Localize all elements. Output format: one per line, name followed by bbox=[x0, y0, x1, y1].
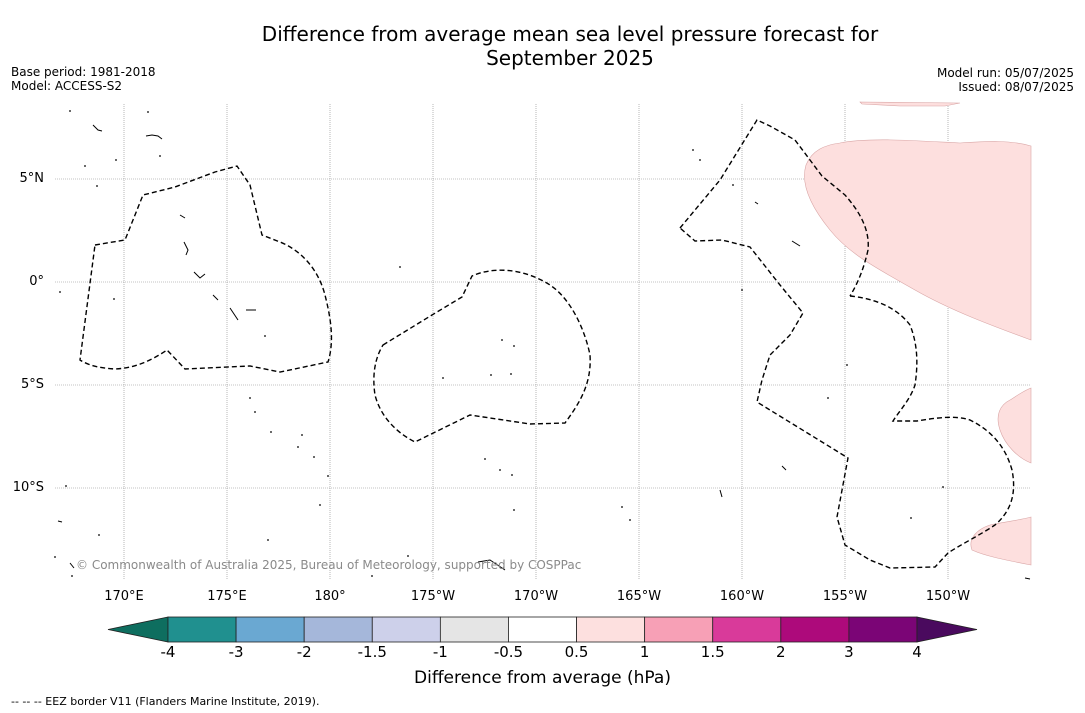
colorbar-bin bbox=[371, 616, 441, 643]
island bbox=[92, 124, 103, 132]
eez-borders bbox=[79, 119, 1015, 569]
island bbox=[145, 134, 163, 140]
title-line-2: September 2025 bbox=[486, 46, 654, 70]
meta-left: Base period: 1981-2018 Model: ACCESS-S2 bbox=[11, 65, 156, 93]
meta-right: Model run: 05/07/2025 Issued: 08/07/2025 bbox=[937, 66, 1074, 94]
colorbar-bin bbox=[576, 616, 646, 643]
lon-label-150w: 150°W bbox=[925, 589, 971, 604]
colorbar-under-arrow bbox=[107, 616, 169, 643]
gridlines bbox=[55, 104, 1031, 580]
island bbox=[57, 520, 63, 523]
lon-label-170e: 170°E bbox=[104, 589, 144, 604]
model-name: Model: ACCESS-S2 bbox=[11, 79, 123, 93]
eez-border-west bbox=[79, 165, 333, 373]
colorbar-tick-label: 0.5 bbox=[564, 643, 589, 661]
anomaly-region-far-southeast bbox=[970, 516, 1032, 566]
island bbox=[754, 201, 759, 205]
base-period: Base period: 1981-2018 bbox=[11, 65, 156, 79]
colorbar-bin bbox=[508, 616, 577, 643]
colorbar-bin bbox=[303, 616, 373, 643]
colorbar-tick-label: -3 bbox=[228, 643, 244, 661]
island bbox=[781, 465, 787, 471]
colorbar-bin bbox=[848, 616, 918, 643]
eez-footnote: -- -- -- EEZ border V11 (Flanders Marine… bbox=[11, 695, 320, 708]
island bbox=[212, 294, 219, 301]
lon-label-175e: 175°E bbox=[207, 589, 247, 604]
lon-label-160w: 160°W bbox=[719, 589, 765, 604]
lon-label-165w: 165°W bbox=[616, 589, 662, 604]
colorbar-tick-label: -1 bbox=[432, 643, 448, 661]
anomaly-region-east bbox=[804, 139, 1032, 341]
colorbar-bins bbox=[167, 616, 918, 643]
lon-label-170w: 170°W bbox=[513, 589, 559, 604]
lon-label-180: 180° bbox=[314, 589, 346, 604]
island-dots bbox=[54, 110, 944, 577]
colorbar-tick-label: -1.5 bbox=[357, 643, 387, 661]
chart-title: Difference from average mean sea level p… bbox=[170, 22, 970, 70]
island bbox=[183, 241, 189, 256]
lon-label-175w: 175°W bbox=[410, 589, 456, 604]
colorbar-bin bbox=[439, 616, 509, 643]
lat-label-5s: 5°S bbox=[20, 377, 44, 392]
colorbar-over-arrow bbox=[916, 616, 978, 643]
colorbar-tick-label: 3 bbox=[844, 643, 854, 661]
island bbox=[1024, 577, 1031, 580]
colorbar-bin bbox=[235, 616, 305, 643]
island bbox=[179, 214, 186, 219]
colorbar-tick-label: -4 bbox=[160, 643, 176, 661]
colorbar-bin bbox=[167, 616, 237, 643]
copyright-notice: © Commonwealth of Australia 2025, Bureau… bbox=[76, 558, 582, 572]
lat-label-5n: 5°N bbox=[19, 171, 45, 186]
island bbox=[477, 559, 506, 571]
model-run: Model run: 05/07/2025 bbox=[936, 66, 1074, 80]
islands bbox=[57, 124, 1031, 580]
issued-date: Issued: 08/07/2025 bbox=[958, 80, 1074, 94]
eez-border-east-south bbox=[679, 227, 1015, 569]
colorbar-tick-label: -2 bbox=[296, 643, 312, 661]
colorbar-tick-label: 2 bbox=[776, 643, 786, 661]
colorbar-tick-label: 4 bbox=[912, 643, 922, 661]
lon-label-155w: 155°W bbox=[822, 589, 868, 604]
island bbox=[193, 271, 206, 279]
colorbar-bin bbox=[644, 616, 714, 643]
colorbar-label: Difference from average (hPa) bbox=[414, 668, 671, 688]
lat-label-10s: 10°S bbox=[12, 480, 44, 495]
colorbar-tick-label: -0.5 bbox=[493, 643, 524, 661]
colorbar-tick-label: 1 bbox=[639, 643, 650, 661]
lat-label-0: 0° bbox=[29, 274, 44, 289]
title-line-1: Difference from average mean sea level p… bbox=[261, 22, 879, 46]
colorbar-bin bbox=[780, 616, 850, 643]
anomaly-region-northeast bbox=[859, 101, 961, 107]
eez-border-east-north bbox=[679, 119, 869, 297]
anomaly-shading bbox=[804, 101, 1032, 566]
island bbox=[791, 240, 801, 247]
colorbar-bin bbox=[712, 616, 782, 643]
island bbox=[69, 562, 75, 569]
anomaly-region-southeast bbox=[997, 387, 1032, 464]
island bbox=[229, 307, 239, 321]
island bbox=[719, 489, 723, 498]
colorbar-tick-label: 1.5 bbox=[700, 643, 725, 661]
